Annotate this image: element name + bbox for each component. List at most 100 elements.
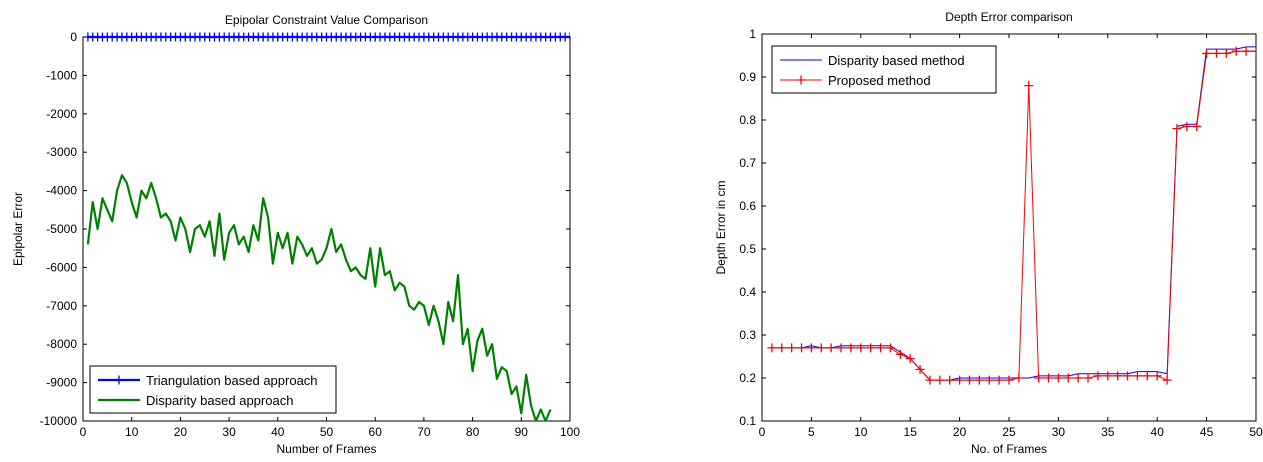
depth-error-chart: Depth Error comparison No. of Frames Depth… — [714, 10, 1263, 456]
series-2-marker — [856, 343, 866, 353]
legend-label-1: Triangulation based approach — [146, 373, 318, 388]
x-tick-label: 70 — [417, 425, 431, 439]
legend: Disparity based method Proposed method — [771, 45, 997, 94]
y-tick-label: -3000 — [46, 145, 77, 159]
y-tick-label: -2000 — [46, 107, 77, 121]
series-2-marker — [1093, 371, 1103, 381]
y-tick-label: -8000 — [46, 337, 77, 351]
series-2-marker — [1162, 375, 1172, 385]
legend-box — [771, 45, 997, 94]
series-2-marker — [925, 375, 935, 385]
x-tick-label: 45 — [1200, 425, 1214, 439]
series-2-marker — [1182, 121, 1192, 131]
series-2-marker — [885, 343, 895, 353]
series-2-marker — [1034, 373, 1044, 383]
series-2-marker — [777, 343, 787, 353]
series-2-marker — [1142, 371, 1152, 381]
series-2-marker — [1073, 373, 1083, 383]
y-tick-label: 0.9 — [739, 70, 756, 84]
series-2-marker — [866, 343, 876, 353]
x-axis-label: No. of Frames — [971, 442, 1047, 456]
series-2-marker — [1103, 371, 1113, 381]
series-2-marker — [1053, 373, 1063, 383]
x-tick-label: 50 — [1249, 425, 1263, 439]
series-2-marker — [1202, 48, 1212, 58]
series-2-marker — [876, 343, 886, 353]
series-2-marker — [1063, 373, 1073, 383]
y-tick-label: -9000 — [46, 376, 77, 390]
x-tick-label: 60 — [369, 425, 383, 439]
series-2-marker — [1132, 371, 1142, 381]
legend-label-2: Proposed method — [828, 73, 931, 88]
series-2-marker — [964, 375, 974, 385]
series-2-marker — [1113, 371, 1123, 381]
series-2-marker — [984, 375, 994, 385]
series-2-marker — [974, 375, 984, 385]
series-2-marker — [1083, 373, 1093, 383]
series-2-marker — [1211, 48, 1221, 58]
series-2-marker — [1123, 371, 1133, 381]
series-2-marker — [767, 343, 777, 353]
legend: Triangulation based approach Disparity ba… — [89, 365, 337, 414]
legend-box — [89, 365, 337, 414]
x-tick-label: 20 — [174, 425, 188, 439]
x-tick-label: 80 — [466, 425, 480, 439]
y-tick-label: 0.7 — [739, 156, 756, 170]
y-tick-label: 0.5 — [739, 242, 756, 256]
series-2-marker — [955, 375, 965, 385]
y-tick-label: -10000 — [40, 414, 78, 428]
x-tick-label: 40 — [1151, 425, 1165, 439]
series-1-marker — [565, 32, 570, 42]
x-tick-label: 25 — [1002, 425, 1016, 439]
series-2-marker — [1231, 46, 1241, 56]
series-2-marker — [994, 375, 1004, 385]
series-2-marker — [1251, 46, 1256, 56]
series-2-marker — [1241, 46, 1251, 56]
y-tick-label: 0 — [70, 30, 77, 44]
y-tick-label: 0.2 — [739, 371, 756, 385]
x-tick-label: 50 — [320, 425, 334, 439]
chart-title: Epipolar Constraint Value Comparison — [225, 13, 428, 27]
plot-area — [761, 33, 1257, 422]
legend-label-2: Disparity based approach — [146, 393, 293, 408]
series-2-marker — [1172, 124, 1182, 134]
data-layer — [767, 46, 1256, 385]
series-2-marker — [816, 343, 826, 353]
legend-marker-2 — [796, 75, 806, 85]
series-2-marker — [1014, 373, 1024, 383]
x-tick-label: 0 — [80, 425, 87, 439]
x-tick-label: 15 — [904, 425, 918, 439]
legend-marker-1 — [114, 375, 124, 385]
y-tick-label: 0.3 — [739, 328, 756, 342]
y-tick-label: -5000 — [46, 222, 77, 236]
x-tick-label: 20 — [953, 425, 967, 439]
series-2-marker — [787, 343, 797, 353]
series-2-marker — [1152, 371, 1162, 381]
y-tick-label: 0.4 — [739, 285, 756, 299]
x-tick-label: 10 — [125, 425, 139, 439]
series-2-marker — [935, 375, 945, 385]
y-axis-label: Epipolar Error — [11, 192, 25, 266]
series-2-marker — [1044, 373, 1054, 383]
series-2-marker — [826, 343, 836, 353]
data-layer — [83, 32, 570, 421]
y-tick-label: -7000 — [46, 299, 77, 313]
plot-area — [82, 36, 571, 422]
y-tick-label: 0.8 — [739, 113, 756, 127]
y-tick-label: 1 — [749, 27, 756, 41]
x-tick-label: 10 — [854, 425, 868, 439]
series-2-marker — [945, 375, 955, 385]
series-2-marker — [1004, 375, 1014, 385]
epipolar-chart: Epipolar Constraint Value Comparison Numb… — [11, 13, 580, 456]
series-2-marker — [836, 343, 846, 353]
x-axis-label: Number of Frames — [276, 442, 376, 456]
y-axis-label: Depth Error in cm — [714, 180, 728, 274]
y-tick-label: -4000 — [46, 184, 77, 198]
series-2-marker — [895, 349, 905, 359]
y-tick-label: 0.6 — [739, 199, 756, 213]
y-tick-label: -1000 — [46, 68, 77, 82]
x-tick-label: 100 — [560, 425, 580, 439]
series-2-marker — [797, 343, 807, 353]
chart-title: Depth Error comparison — [945, 10, 1072, 24]
x-tick-label: 5 — [808, 425, 815, 439]
